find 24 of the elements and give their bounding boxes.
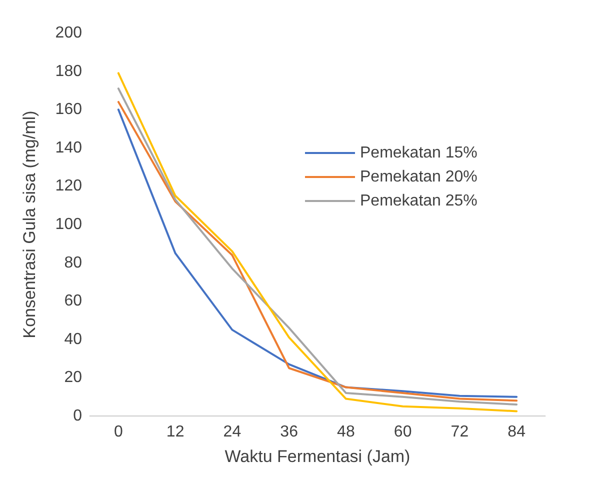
y-tick-label: 0 — [73, 408, 82, 424]
x-tick-label: 12 — [166, 424, 184, 440]
y-tick-label: 20 — [64, 369, 82, 386]
y-tick-label: 80 — [64, 254, 82, 272]
y-tick-label: 160 — [55, 101, 82, 118]
y-tick-label: 40 — [64, 330, 82, 348]
x-tick-label: 36 — [280, 424, 298, 440]
x-tick-label: 72 — [450, 424, 469, 440]
y-tick-label: 140 — [55, 139, 82, 156]
x-tick-label: 0 — [114, 424, 123, 440]
legend-label: Pemekatan 15% — [360, 144, 478, 162]
y-tick-label: 120 — [55, 178, 82, 195]
legend-label: Pemekatan 25% — [360, 192, 478, 210]
y-tick-label: 200 — [55, 24, 82, 42]
x-axis-title: Waktu Fermentasi (Jam) — [224, 447, 410, 466]
legend-label: Pemekatan 20% — [360, 168, 478, 186]
y-tick-label: 60 — [64, 292, 82, 310]
y-tick-label: 180 — [55, 62, 82, 80]
x-tick-label: 48 — [337, 424, 355, 440]
x-tick-label: 24 — [223, 424, 242, 440]
y-axis-title: Konsentrasi Gula sisa (mg/ml) — [20, 110, 39, 338]
x-tick-label: 84 — [508, 424, 526, 440]
y-tick-label: 100 — [55, 216, 82, 233]
x-tick-label: 60 — [394, 424, 412, 440]
